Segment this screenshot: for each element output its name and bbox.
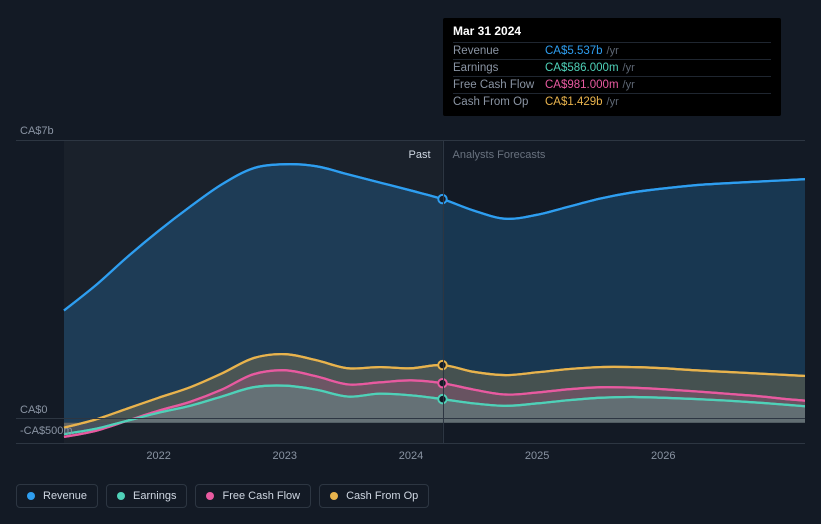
y-gridline — [16, 418, 805, 419]
y-tick-label: CA$0 — [20, 404, 48, 416]
legend-dot-icon — [27, 492, 35, 500]
y-tick-label: -CA$500m — [20, 425, 73, 437]
financial-forecast-chart: CA$7b CA$0 -CA$500m Past Analysts Foreca… — [16, 0, 805, 524]
tooltip-metric-unit: /yr — [623, 79, 635, 91]
legend-item-revenue[interactable]: Revenue — [16, 484, 98, 508]
x-tick-label: 2022 — [146, 450, 170, 462]
x-tick-label: 2026 — [651, 450, 675, 462]
tooltip-metric-unit: /yr — [607, 45, 619, 57]
legend-item-cash_from_op[interactable]: Cash From Op — [319, 484, 429, 508]
tooltip-metric-value: CA$1.429b — [545, 96, 603, 108]
legend-label: Free Cash Flow — [222, 490, 300, 502]
tooltip-metric-label: Earnings — [453, 62, 545, 74]
chart-tooltip: Mar 31 2024 RevenueCA$5.537b/yrEarningsC… — [443, 18, 781, 116]
tooltip-metric-unit: /yr — [623, 62, 635, 74]
legend-label: Revenue — [43, 490, 87, 502]
y-gridline — [16, 140, 805, 141]
x-tick-label: 2024 — [399, 450, 423, 462]
legend-item-earnings[interactable]: Earnings — [106, 484, 187, 508]
x-tick-label: 2023 — [273, 450, 297, 462]
chart-legend: Revenue Earnings Free Cash Flow Cash From O… — [16, 484, 429, 508]
tooltip-metric-value: CA$5.537b — [545, 45, 603, 57]
tooltip-row: RevenueCA$5.537b/yr — [453, 42, 771, 59]
tooltip-metric-label: Revenue — [453, 45, 545, 57]
legend-dot-icon — [330, 492, 338, 500]
past-region-label: Past — [409, 149, 431, 161]
tooltip-row: Cash From OpCA$1.429b/yr — [453, 93, 771, 110]
past-forecast-divider — [443, 140, 444, 443]
tooltip-metric-label: Cash From Op — [453, 96, 545, 108]
tooltip-row: EarningsCA$586.000m/yr — [453, 59, 771, 76]
tooltip-metric-value: CA$586.000m — [545, 62, 619, 74]
y-tick-label: CA$7b — [20, 125, 54, 137]
legend-dot-icon — [206, 492, 214, 500]
legend-item-free_cash_flow[interactable]: Free Cash Flow — [195, 484, 311, 508]
legend-dot-icon — [117, 492, 125, 500]
x-tick-label: 2025 — [525, 450, 549, 462]
legend-label: Earnings — [133, 490, 176, 502]
legend-label: Cash From Op — [346, 490, 418, 502]
tooltip-metric-value: CA$981.000m — [545, 79, 619, 91]
tooltip-metric-unit: /yr — [607, 96, 619, 108]
x-axis-line — [16, 443, 805, 444]
forecast-region-label: Analysts Forecasts — [453, 149, 546, 161]
tooltip-metric-label: Free Cash Flow — [453, 79, 545, 91]
tooltip-row: Free Cash FlowCA$981.000m/yr — [453, 76, 771, 93]
tooltip-date: Mar 31 2024 — [453, 24, 771, 38]
